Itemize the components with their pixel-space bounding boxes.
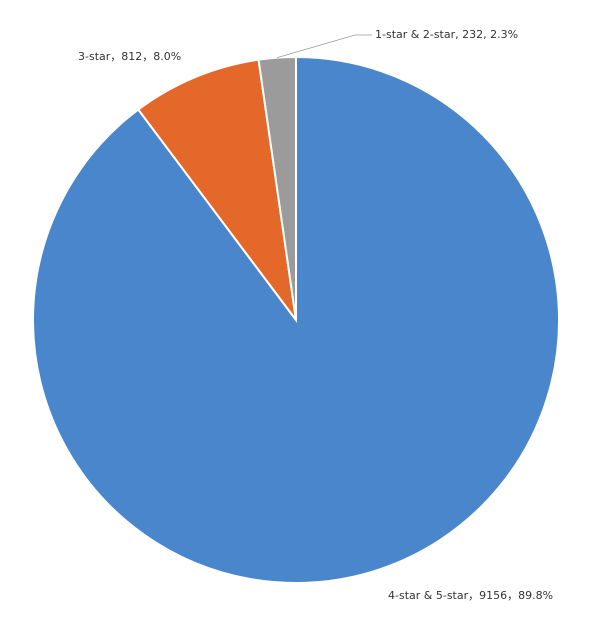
pie-slice xyxy=(136,58,297,321)
pie-slice xyxy=(257,55,297,321)
data-label: 1-star & 2-star, 232, 2.3% xyxy=(375,28,518,41)
data-label: 4-star & 5-star，9156，89.8% xyxy=(388,589,553,602)
data-label: 3-star，812，8.0% xyxy=(78,50,181,63)
leader-line xyxy=(277,34,372,59)
